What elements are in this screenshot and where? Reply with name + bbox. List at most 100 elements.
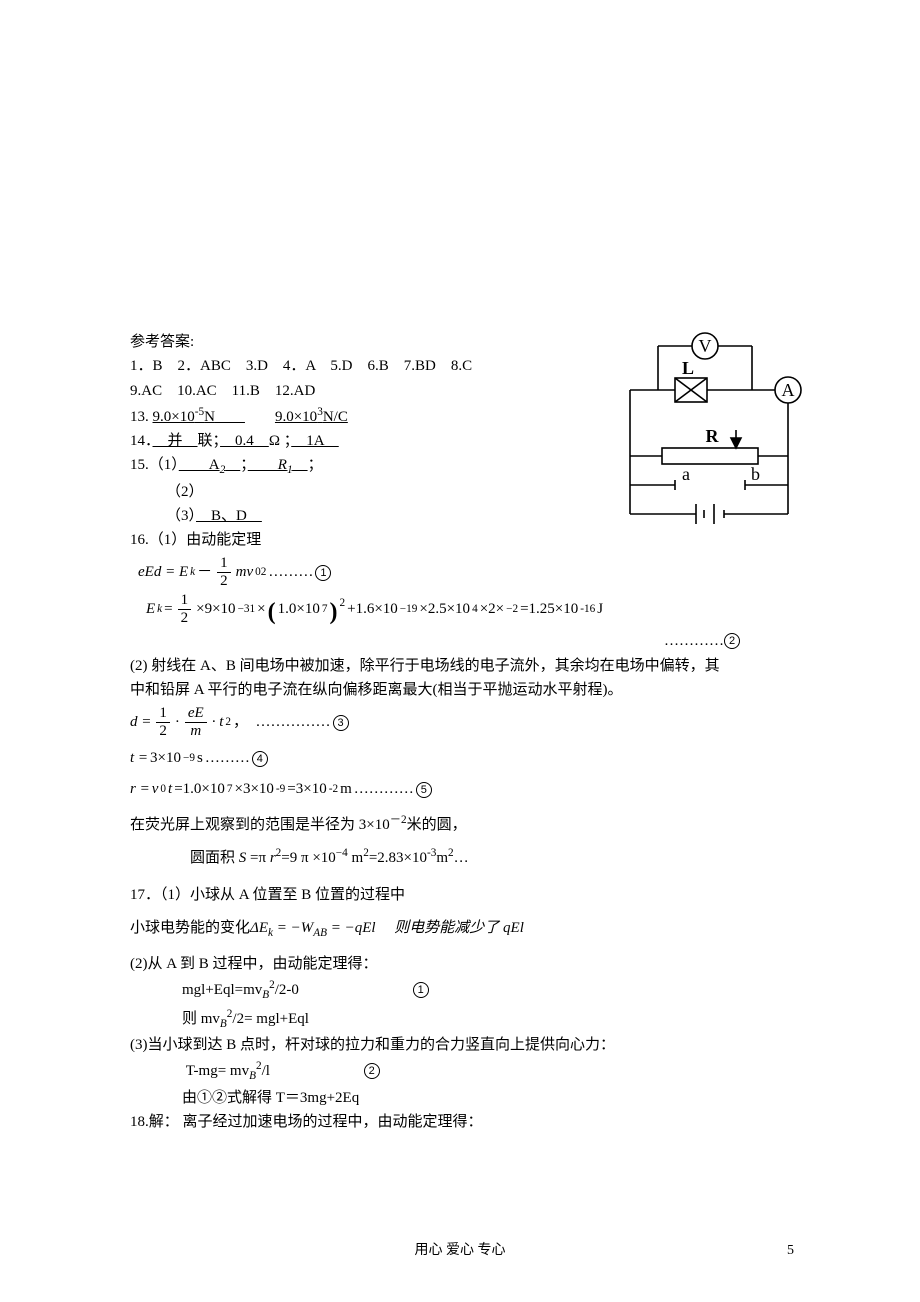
- q16e4-l: t =: [130, 747, 148, 770]
- q16a-p: 圆面积: [190, 850, 239, 866]
- q16a-v1: =9 π ×10: [281, 850, 336, 866]
- q16e2-fd: 2: [178, 610, 192, 626]
- q16e2-ee: −2: [506, 601, 518, 618]
- q16a-d: …: [454, 850, 469, 866]
- q17-2ws: AB: [313, 927, 327, 939]
- q16e2-pw: 2: [339, 595, 345, 612]
- q14-prefix: 14．: [130, 433, 153, 449]
- page: V L A R a b 参考答案: 1．B 2．ABC 3.D 4．A 5.D …: [0, 0, 920, 1302]
- q16e3-1n: 1: [156, 706, 170, 723]
- q16e3-ts: 2: [225, 714, 231, 731]
- q16e5-r: =3×10: [287, 778, 326, 801]
- q16-obs: 在荧光屏上观察到的范围是半径为 3×10－2米的圆，: [130, 812, 790, 837]
- q16e3-l: d =: [130, 711, 151, 734]
- q14-a2t: Ω ；: [269, 433, 291, 449]
- q15-amm-t: [225, 457, 240, 473]
- q16e5-c: 5: [416, 782, 432, 798]
- q16e5-ve: 7: [227, 781, 233, 798]
- q16e1-mid: －: [197, 561, 212, 584]
- q17-2de: ΔE: [250, 920, 268, 936]
- footer-text: 用心 爱心 专心: [0, 1240, 920, 1262]
- q16e3-d1: ·: [175, 711, 180, 734]
- q16e4-u: s: [197, 747, 203, 770]
- q16e1-vp: 2: [261, 564, 267, 581]
- q16-obs-a: 在荧光屏上观察到的范围是半径为 3×10: [130, 817, 390, 833]
- q15-1-p: 15.（1）: [130, 457, 179, 473]
- q17e2a: T-mg= mv: [186, 1063, 249, 1079]
- q16a-v1e: −4: [336, 847, 348, 859]
- q16e4-d: ………: [205, 747, 250, 770]
- q16-p2b: 中和铅屏 A 平行的电子流在纵向偏移距离最大(相当于平抛运动水平射程)。: [130, 679, 790, 702]
- q17e2c: 2: [364, 1063, 380, 1079]
- q14-a1t: 联；: [198, 433, 221, 449]
- q17-concl: 由①②式解得 T＝3mg+2Eq: [130, 1087, 790, 1110]
- q16a-S: S: [239, 850, 250, 866]
- q16e3-1d: 2: [156, 723, 170, 739]
- q16e2-u: J: [597, 598, 603, 621]
- q13-spacer: [245, 409, 275, 425]
- q17e1at: /2-0: [275, 982, 299, 998]
- q16e2-Es: k: [157, 601, 162, 618]
- q16e5-v: v: [152, 778, 159, 801]
- q16a-u2: m: [436, 850, 448, 866]
- q16e5-t: t: [168, 778, 172, 801]
- q17-eq2a: T-mg= mvB2/l 2: [130, 1058, 790, 1085]
- q14-a1: 并: [153, 433, 198, 449]
- q16-eq2: Ek= 12 ×9×10−31 × (1.0×107)2 +1.6×10−19 …: [146, 593, 790, 626]
- q17-eq1a: mgl+Eql=mvB2/2-0 1: [130, 977, 790, 1004]
- circuit-diagram: V L A R a b: [600, 330, 810, 530]
- q15-amm: A: [179, 457, 220, 473]
- q16e2-circ: 2: [724, 633, 740, 649]
- q16a-e2e: -3: [427, 847, 436, 859]
- label-r: R: [706, 426, 720, 446]
- q17e2as: B: [249, 1070, 256, 1082]
- q16e2-be: 7: [322, 601, 328, 618]
- q16a-e: =π: [250, 850, 270, 866]
- q18: 18.解： 离子经过加速电场的过程中，由动能定理得：: [130, 1111, 790, 1134]
- q17-1: 17．（1）小球从 A 位置至 B 位置的过程中: [130, 884, 790, 907]
- q17-2b: = −qEl 则电势能减少了 qEl: [327, 920, 524, 936]
- q16-area: 圆面积 S =π r2=9 π ×10−4 m2=2.83×10-3m2…: [130, 845, 790, 870]
- q15-res-t: [293, 457, 308, 473]
- q16e1-sub: k: [190, 564, 195, 581]
- q16e2-eq: =: [164, 598, 172, 621]
- q16e3-2n: eE: [185, 706, 207, 723]
- q16e3-c: 3: [333, 715, 349, 731]
- q16e3-tl: ， ……………: [233, 711, 331, 734]
- label-terminal-b: b: [751, 464, 760, 484]
- q16e2-ce: −19: [400, 601, 418, 618]
- q17e1c: 1: [413, 982, 429, 998]
- q16-obs-t: 米的圆，: [407, 817, 467, 833]
- q16-obs-e: －2: [390, 814, 407, 826]
- q16e1-c: 1: [315, 565, 331, 581]
- q16e2-E: E: [146, 598, 155, 621]
- q16-eq1: eEd = Ek－ 12 mv02 ………1: [138, 556, 790, 589]
- q16e5-vs: 0: [160, 781, 166, 798]
- q14-a3: 1A: [291, 433, 339, 449]
- q16e5-re: -2: [329, 781, 338, 798]
- q17-eq1b: 则 mvB2/2= mgl+Eql: [130, 1006, 790, 1033]
- q16e5-me: -9: [276, 781, 285, 798]
- label-a: A: [782, 380, 795, 400]
- q13-b-tail: N/C: [323, 409, 348, 425]
- q16e2-b: 1.0×10: [278, 598, 320, 621]
- q16-eq3: d = 12 · eEm · t2 ， ……………3: [130, 706, 790, 739]
- q16-p2a: (2) 射线在 A、B 间电场中被加速，除平行于电场线的电子流外，其余均在电场中…: [130, 655, 790, 678]
- q14-a2: 0.4: [220, 433, 269, 449]
- q16e2-fn: 1: [178, 593, 192, 610]
- q16-eq2-tag: …………2: [130, 630, 790, 653]
- q13-a-unit: N: [204, 409, 215, 425]
- q13-b: 9.0×10: [275, 409, 317, 425]
- q15-res: R: [248, 457, 287, 473]
- q16a-u1: m: [348, 850, 363, 866]
- q13-a-exp: -5: [195, 406, 204, 418]
- q17e1b: 则 mv: [182, 1011, 220, 1027]
- q16e1-fn: 1: [217, 556, 231, 573]
- q16e1-mv: mv: [236, 561, 254, 584]
- q16e3-t: · t: [212, 711, 224, 734]
- q17-3: (2)从 A 到 B 过程中，由动能定理得：: [130, 953, 790, 976]
- q16e5-m: ×3×10: [234, 778, 273, 801]
- q15-c2: ；: [308, 457, 323, 473]
- q16e2-de: 4: [472, 601, 478, 618]
- q13-a: 9.0×10: [153, 409, 195, 425]
